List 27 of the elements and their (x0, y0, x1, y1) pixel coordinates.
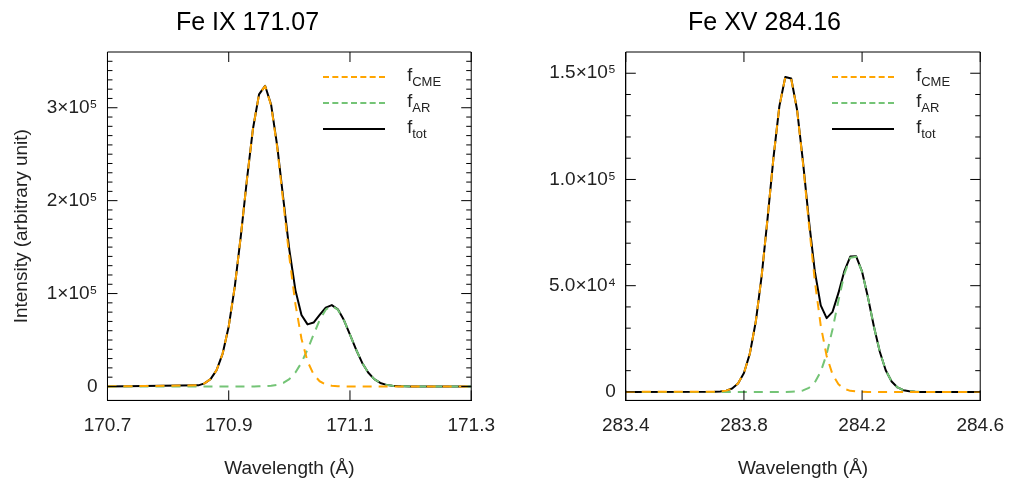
y-axis-title: Intensity (arbitrary unit) (9, 129, 31, 324)
x-tick-label: 284.6 (956, 414, 1004, 436)
x-axis-title: Wavelength (Å) (737, 456, 869, 478)
x-tick-label: 283.4 (602, 414, 651, 436)
legend-label: f$_{CME}$ (916, 65, 951, 89)
chart-title: Fe XV 284.16 (688, 6, 841, 35)
y-tick-label: 3×10⁵ (46, 95, 98, 117)
y-tick-label: 0 (86, 374, 98, 396)
legend-label: f$_{CME}$ (407, 65, 442, 89)
legend-label: f$_{AR}$ (407, 91, 431, 115)
y-tick-label: 1×10⁵ (46, 281, 98, 303)
legend-label: f$_{tot}$ (916, 117, 936, 141)
y-tick-label: 2×10⁵ (46, 188, 98, 210)
y-tick-label: 5.0×10⁴ (548, 273, 616, 295)
chart-title: Fe IX 171.07 (175, 6, 320, 35)
x-tick-label: 171.1 (326, 414, 374, 436)
legend-label: f$_{tot}$ (407, 117, 427, 141)
x-tick-label: 170.9 (204, 414, 253, 436)
y-tick-label: 1.0×10⁵ (549, 167, 616, 189)
x-tick-label: 170.7 (83, 414, 132, 436)
legend-label: f$_{AR}$ (916, 91, 940, 115)
y-tick-label: 1.5×10⁵ (549, 61, 616, 83)
y-tick-label: 0 (605, 380, 616, 402)
x-tick-label: 284.2 (838, 414, 886, 436)
x-axis-title: Wavelength (Å) (224, 456, 355, 478)
x-tick-label: 283.8 (720, 414, 768, 436)
x-tick-label: 171.3 (447, 414, 495, 436)
